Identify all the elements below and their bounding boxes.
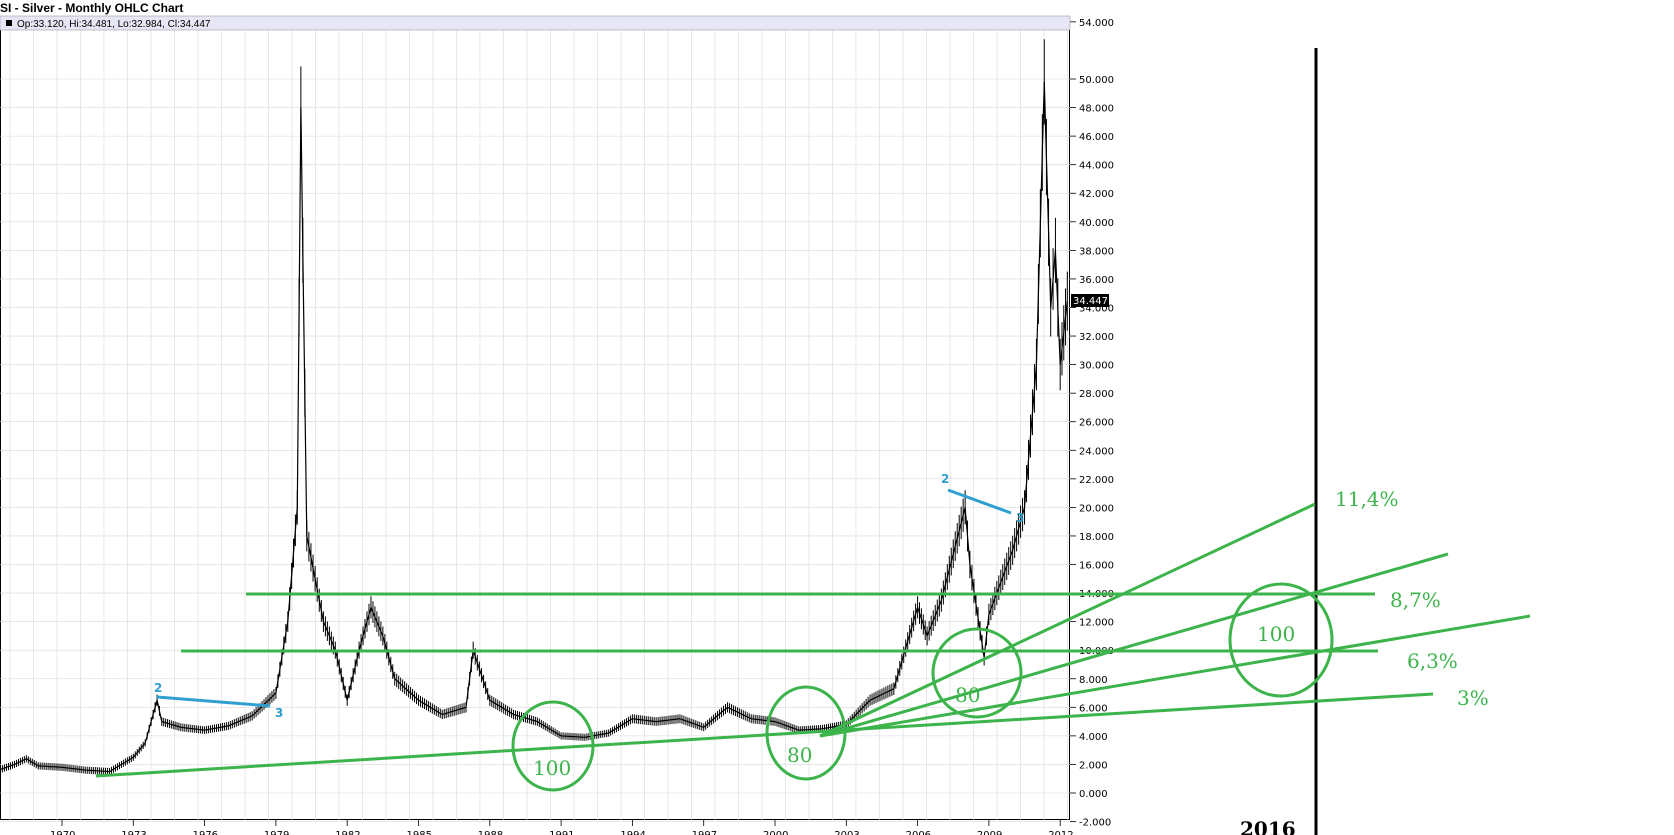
circle-100-right [1228, 582, 1334, 698]
last-price-tag: 34.447 [1071, 294, 1109, 307]
circle-label-80-right: 80 [955, 683, 980, 707]
grid-layer [0, 16, 1070, 822]
x-tick-label: 2006 [906, 830, 931, 835]
x-tick-label: 1979 [264, 830, 289, 835]
x-tick-label: 1982 [335, 830, 360, 835]
last-price-box [1071, 294, 1109, 307]
y-tick-label: 48.000 [1079, 104, 1114, 115]
y-tick-label: 42.000 [1079, 189, 1114, 200]
x-tick-label: 1997 [692, 830, 717, 835]
last-price-label: 34.447 [1073, 296, 1108, 307]
y-tick-label: 26.000 [1079, 418, 1114, 429]
y-tick-label: 32.000 [1079, 332, 1114, 343]
x-tick-label: 2009 [977, 830, 1002, 835]
y-tick-label: 50.000 [1079, 75, 1114, 86]
y-tick-label: 44.000 [1079, 161, 1114, 172]
price-line [0, 81, 1068, 773]
y-tick-label: 12.000 [1079, 618, 1114, 629]
legend-marker [6, 20, 12, 26]
y-tick-label: 18.000 [1079, 532, 1114, 543]
ray-6-3 [819, 614, 1531, 738]
y-tick-label: 24.000 [1079, 446, 1114, 457]
y-tick-label: 28.000 [1079, 389, 1114, 400]
header-band [0, 15, 1071, 31]
circle-100-left [511, 700, 595, 792]
blue-line-1974 [156, 695, 271, 708]
price-series [0, 39, 1068, 776]
circle-label-100-right: 100 [1257, 622, 1295, 646]
rate-label-3: 3% [1457, 686, 1489, 710]
y-tick-label: 36.000 [1079, 275, 1114, 286]
y-tick-label: 38.000 [1079, 246, 1114, 257]
plot-frame [0, 16, 1070, 820]
ohlc-readout: Op:33.120, Hi:34.481, Lo:32.984, Cl:34.4… [17, 19, 211, 30]
x-tick-label: 1973 [121, 830, 146, 835]
x-tick-label: 2003 [834, 830, 859, 835]
x-tick-label: 1994 [620, 830, 645, 835]
x-tick-label: 1988 [478, 830, 503, 835]
wave-label-3-right: 3 [1016, 511, 1024, 525]
y-tick-label: 0.000 [1079, 789, 1108, 800]
y-tick-label: 2.000 [1079, 760, 1108, 771]
y-tick-label: 30.000 [1079, 361, 1114, 372]
wave-label-2-right: 2 [941, 472, 949, 486]
x-tick-label: 1976 [193, 830, 218, 835]
x-axis-ticks: 1970 1973 1976 1979 1982 1985 1988 1991 1994 1997… [50, 820, 1074, 835]
y-tick-label: 54.000 [1079, 18, 1114, 29]
rate-label-6-3: 6,3% [1407, 649, 1458, 673]
rate-label-8-7: 8,7% [1390, 588, 1441, 612]
circle-80-left [765, 685, 847, 781]
rate-label-11-4: 11,4% [1335, 487, 1399, 511]
year-label-2016: 2016 [1240, 817, 1296, 835]
y-tick-label: 40.000 [1079, 218, 1114, 229]
x-tick-label: 2012 [1048, 830, 1073, 835]
trendline-long [95, 692, 1434, 778]
circle-label-100-left: 100 [533, 756, 571, 780]
y-tick-label: 46.000 [1079, 132, 1114, 143]
x-tick-label: 1985 [407, 830, 432, 835]
circle-label-80-left: 80 [787, 743, 812, 767]
blue-line-2008 [947, 488, 1012, 515]
y-tick-label: 34.000 [1079, 303, 1114, 314]
x-tick-label: 1991 [549, 830, 574, 835]
y-tick-label: 8.000 [1079, 675, 1108, 686]
y-tick-label: -2.000 [1079, 818, 1111, 829]
annotation-layer: 2 3 2 3 100 80 80 100 11,4% 8,7% 6,3% 3%… [95, 48, 1531, 835]
ray-11-4 [819, 502, 1316, 738]
y-axis-ticks: 54.000 50.000 48.000 46.000 44.000 42.000 40.0… [1070, 18, 1114, 829]
ray-8-7 [819, 552, 1449, 738]
y-tick-label: 20.000 [1079, 503, 1114, 514]
y-tick-label: 22.000 [1079, 475, 1114, 486]
x-tick-label: 1970 [50, 830, 75, 835]
wave-label-3-left: 3 [275, 706, 283, 720]
y-tick-label: 16.000 [1079, 561, 1114, 572]
y-tick-label: 6.000 [1079, 703, 1108, 714]
chart-title: SI - Silver - Monthly OHLC Chart [0, 1, 183, 15]
wave-label-2-left: 2 [154, 681, 162, 695]
circle-80-right [931, 627, 1023, 719]
x-tick-label: 2000 [763, 830, 788, 835]
y-tick-label: 4.000 [1079, 732, 1108, 743]
